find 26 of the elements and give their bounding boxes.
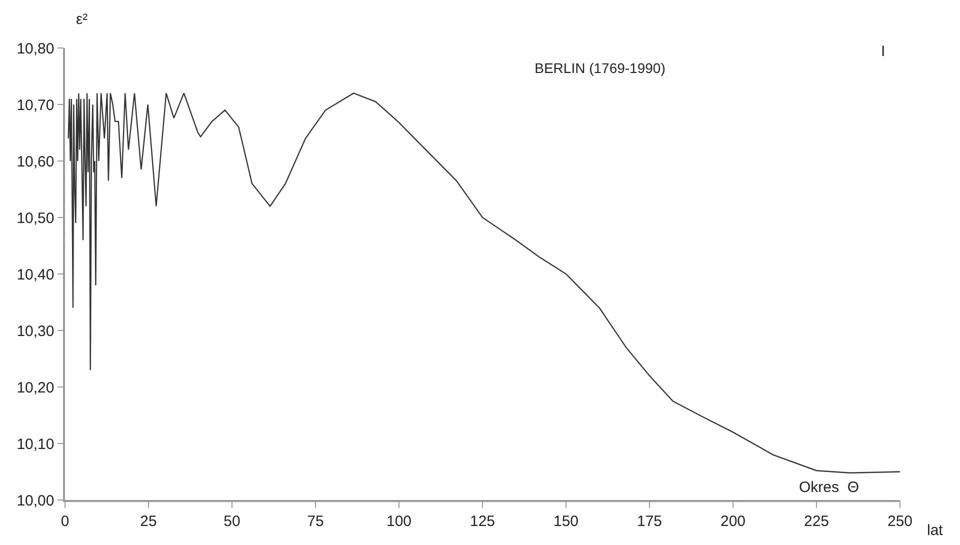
y-tick-label: 10,00 — [16, 492, 54, 510]
x-tick-label: 100 — [386, 512, 412, 530]
y-tick-label: 10,50 — [16, 210, 54, 227]
y-axis-title: ε² — [76, 11, 88, 28]
y-tick-label: 10,10 — [16, 436, 54, 453]
annotation: Okres Θ — [799, 479, 860, 496]
x-tick-label: 225 — [804, 512, 830, 530]
y-tick-label: 10,40 — [16, 266, 54, 284]
x-tick-label: 200 — [720, 512, 746, 530]
x-tick-label: 125 — [470, 512, 496, 530]
x-tick-label: 75 — [307, 512, 324, 530]
line-series — [68, 92, 900, 474]
x-axis-title: lat — [927, 522, 944, 539]
annotation: I — [881, 43, 886, 60]
x-tick-label: 25 — [140, 512, 157, 530]
x-tick-label: 0 — [60, 512, 70, 530]
x-tick-label: 150 — [553, 512, 579, 530]
y-tick-label: 10,30 — [16, 322, 54, 340]
x-tick-label: 175 — [636, 512, 662, 530]
x-tick-label: 50 — [224, 512, 240, 530]
text: BERLIN (1769-1990) — [534, 60, 666, 76]
y-tick-label: 10,70 — [16, 96, 54, 114]
x-tick-label: 250 — [887, 512, 913, 530]
y-tick-label: 10,60 — [16, 153, 54, 170]
y-tick-label: 10,20 — [16, 379, 54, 396]
y-tick-label: 10,80 — [16, 40, 54, 58]
